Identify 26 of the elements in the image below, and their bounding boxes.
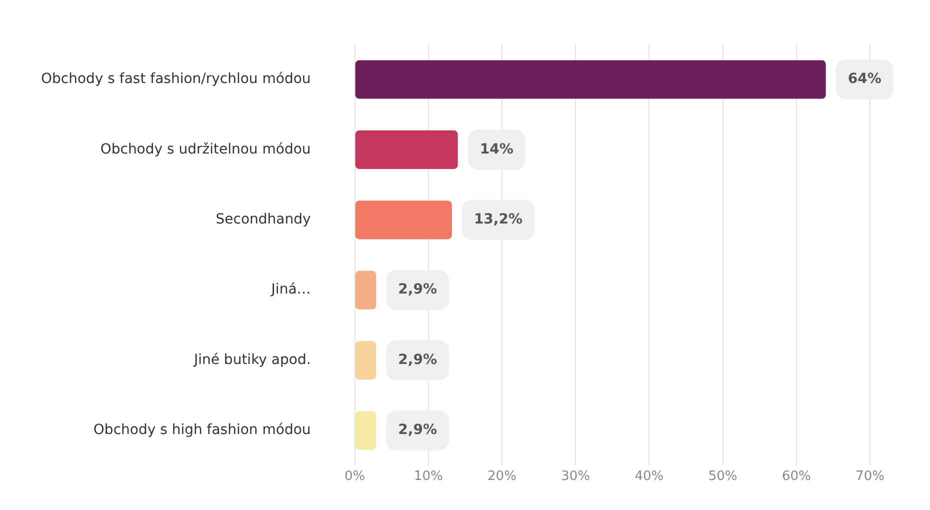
- x-tick-label: 20%: [488, 468, 516, 484]
- data-label: 14%: [480, 141, 514, 158]
- data-label: 64%: [848, 71, 882, 88]
- y-tick-label: Obchody s high fashion módou: [93, 422, 311, 438]
- x-tick-label: 50%: [708, 468, 738, 484]
- bar: [355, 270, 376, 310]
- data-label: 2,9%: [398, 352, 437, 368]
- x-tick-label: 40%: [634, 468, 664, 484]
- x-tick-label: 60%: [782, 468, 811, 484]
- bar: [355, 411, 376, 450]
- bar: [355, 200, 452, 240]
- bar: [355, 340, 376, 380]
- data-label: 2,9%: [398, 282, 437, 298]
- y-tick-label: Obchody s udržitelnou módou: [100, 141, 311, 158]
- x-tick-label: 70%: [856, 468, 884, 484]
- bar: [355, 60, 826, 99]
- x-tick-label: 0%: [344, 468, 366, 484]
- bar: [355, 130, 458, 170]
- x-tick-label: 10%: [414, 468, 443, 484]
- y-tick-label: Obchody s fast fashion/rychlou módou: [40, 71, 311, 88]
- y-tick-label: Jiné butiky apod.: [192, 352, 311, 368]
- x-tick-label: 30%: [561, 468, 590, 484]
- y-tick-label: Jiná…: [270, 282, 311, 298]
- data-label: 2,9%: [398, 422, 437, 438]
- y-tick-label: Secondhandy: [216, 212, 311, 228]
- data-label: 13,2%: [474, 212, 523, 228]
